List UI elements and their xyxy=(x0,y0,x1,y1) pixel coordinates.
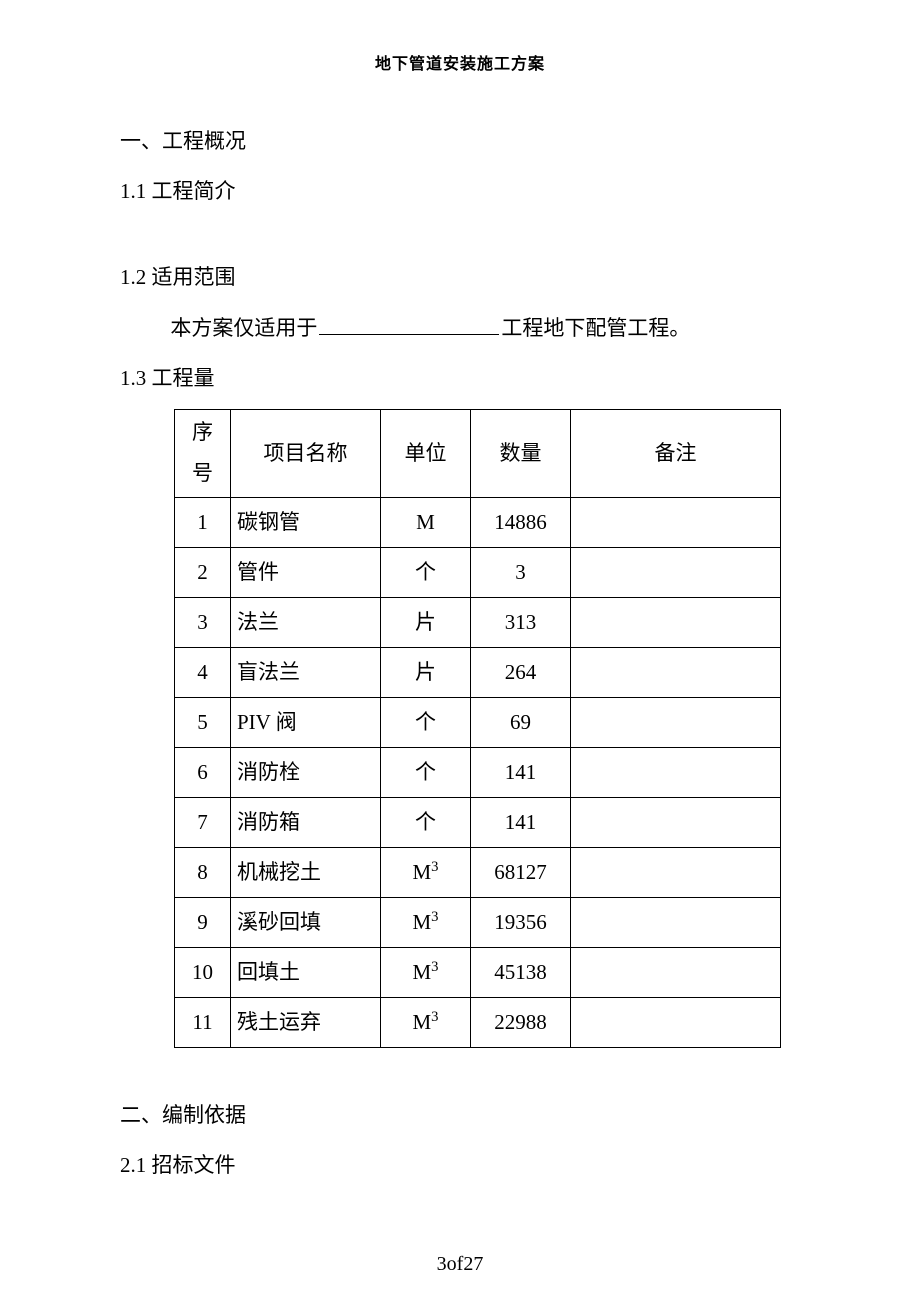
cell-note xyxy=(571,897,781,947)
quantity-table: 序 号 项目名称 单位 数量 备注 1 碳钢管 M 14886 2 管件 xyxy=(174,409,781,1048)
page-footer: 3of27 xyxy=(0,1253,920,1276)
table-header-row: 序 号 项目名称 单位 数量 备注 xyxy=(175,409,781,497)
th-unit: 单位 xyxy=(381,409,471,497)
table-body: 1 碳钢管 M 14886 2 管件 个 3 3 法兰 片 313 4 xyxy=(175,497,781,1047)
cell-note xyxy=(571,647,781,697)
page-header-title: 地下管道安装施工方案 xyxy=(120,50,800,74)
cell-name: 碳钢管 xyxy=(231,497,381,547)
cell-seq: 2 xyxy=(175,547,231,597)
th-seq-line2: 号 xyxy=(181,461,224,486)
table-row: 5 PIV 阀 个 69 xyxy=(175,697,781,747)
th-seq: 序 号 xyxy=(175,409,231,497)
heading-2-1: 2.1 招标文件 xyxy=(120,1142,800,1188)
cell-qty: 313 xyxy=(471,597,571,647)
cell-unit: M3 xyxy=(381,847,471,897)
cell-qty: 141 xyxy=(471,797,571,847)
cell-unit: M xyxy=(381,497,471,547)
blank-fill-line xyxy=(319,314,499,335)
cell-unit: M3 xyxy=(381,947,471,997)
cell-unit: 片 xyxy=(381,597,471,647)
cell-unit: 个 xyxy=(381,547,471,597)
cell-seq: 1 xyxy=(175,497,231,547)
cell-qty: 14886 xyxy=(471,497,571,547)
cell-name: 盲法兰 xyxy=(231,647,381,697)
page: 地下管道安装施工方案 一、工程概况 1.1 工程简介 1.2 适用范围 本方案仅… xyxy=(0,0,920,1302)
heading-1-2: 1.2 适用范围 xyxy=(120,254,800,300)
blank-space xyxy=(120,1056,800,1092)
th-name: 项目名称 xyxy=(231,409,381,497)
cell-note xyxy=(571,947,781,997)
table-row: 11 残土运弃 M3 22988 xyxy=(175,997,781,1047)
table-row: 1 碳钢管 M 14886 xyxy=(175,497,781,547)
cell-qty: 45138 xyxy=(471,947,571,997)
th-qty: 数量 xyxy=(471,409,571,497)
cell-qty: 141 xyxy=(471,747,571,797)
cell-unit: 个 xyxy=(381,747,471,797)
cell-unit: 个 xyxy=(381,797,471,847)
cell-name: 管件 xyxy=(231,547,381,597)
heading-1-1: 1.1 工程简介 xyxy=(120,168,800,214)
cell-qty: 68127 xyxy=(471,847,571,897)
table-row: 4 盲法兰 片 264 xyxy=(175,647,781,697)
cell-unit: 个 xyxy=(381,697,471,747)
cell-note xyxy=(571,697,781,747)
table-row: 10 回填土 M3 45138 xyxy=(175,947,781,997)
cell-qty: 22988 xyxy=(471,997,571,1047)
cell-qty: 69 xyxy=(471,697,571,747)
cell-note xyxy=(571,797,781,847)
cell-qty: 264 xyxy=(471,647,571,697)
cell-qty: 3 xyxy=(471,547,571,597)
table-row: 8 机械挖土 M3 68127 xyxy=(175,847,781,897)
cell-seq: 3 xyxy=(175,597,231,647)
th-note: 备注 xyxy=(571,409,781,497)
cell-name: 溪砂回填 xyxy=(231,897,381,947)
table-row: 3 法兰 片 313 xyxy=(175,597,781,647)
section-1-heading: 一、工程概况 xyxy=(120,118,800,164)
cell-name: 机械挖土 xyxy=(231,847,381,897)
cell-note xyxy=(571,847,781,897)
cell-name: PIV 阀 xyxy=(231,697,381,747)
scope-text-before: 本方案仅适用于 xyxy=(170,316,317,340)
table-row: 6 消防栓 个 141 xyxy=(175,747,781,797)
table-row: 2 管件 个 3 xyxy=(175,547,781,597)
cell-qty: 19356 xyxy=(471,897,571,947)
cell-name: 消防箱 xyxy=(231,797,381,847)
cell-note xyxy=(571,547,781,597)
cell-note xyxy=(571,597,781,647)
cell-seq: 9 xyxy=(175,897,231,947)
th-seq-line1: 序 xyxy=(181,420,224,445)
cell-note xyxy=(571,747,781,797)
cell-seq: 10 xyxy=(175,947,231,997)
cell-unit: M3 xyxy=(381,997,471,1047)
cell-name: 消防栓 xyxy=(231,747,381,797)
cell-name: 残土运弃 xyxy=(231,997,381,1047)
blank-space xyxy=(120,218,800,254)
section-2-heading: 二、编制依据 xyxy=(120,1092,800,1138)
cell-note xyxy=(571,497,781,547)
cell-seq: 7 xyxy=(175,797,231,847)
cell-seq: 5 xyxy=(175,697,231,747)
cell-seq: 11 xyxy=(175,997,231,1047)
scope-paragraph: 本方案仅适用于 工程地下配管工程。 xyxy=(120,305,800,351)
cell-unit: 片 xyxy=(381,647,471,697)
cell-seq: 6 xyxy=(175,747,231,797)
cell-seq: 4 xyxy=(175,647,231,697)
cell-seq: 8 xyxy=(175,847,231,897)
cell-unit: M3 xyxy=(381,897,471,947)
scope-text-after: 工程地下配管工程。 xyxy=(501,316,690,340)
table-row: 9 溪砂回填 M3 19356 xyxy=(175,897,781,947)
heading-1-3: 1.3 工程量 xyxy=(120,355,800,401)
table-row: 7 消防箱 个 141 xyxy=(175,797,781,847)
cell-name: 法兰 xyxy=(231,597,381,647)
cell-note xyxy=(571,997,781,1047)
cell-name: 回填土 xyxy=(231,947,381,997)
